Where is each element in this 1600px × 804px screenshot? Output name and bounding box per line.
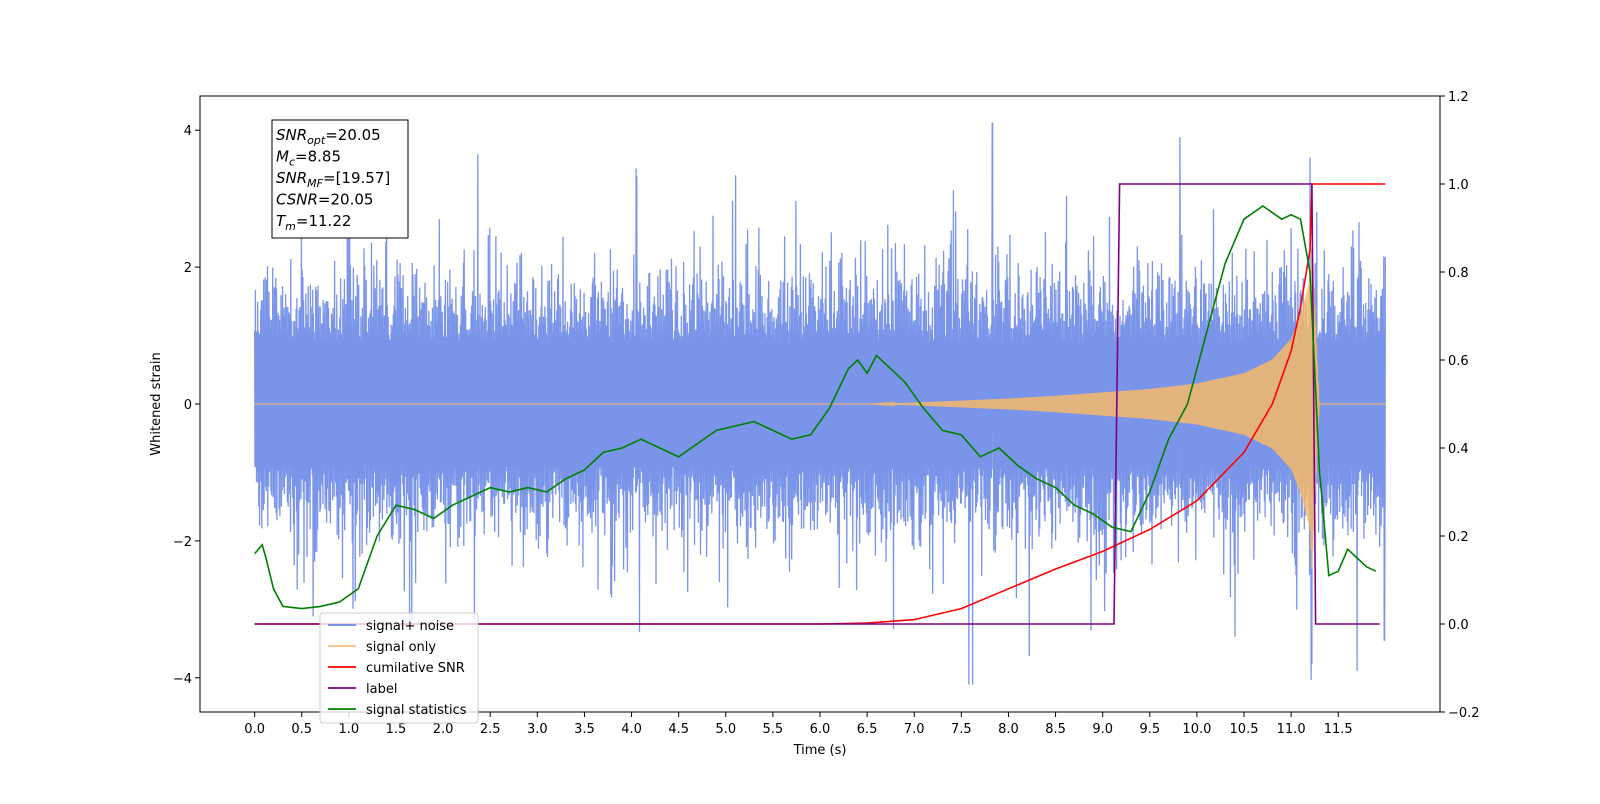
x-tick-label: 5.0 [715, 722, 736, 737]
y-right-tick-label: 0.0 [1448, 618, 1469, 633]
x-axis-label: Time (s) [793, 743, 847, 758]
y-left-tick-label: 2 [184, 261, 192, 276]
series-signal-statistics-line [254, 205, 1377, 610]
x-tick-label: 11.5 [1324, 722, 1353, 737]
x-tick-label: 1.0 [339, 722, 360, 737]
y-left-tick-label: 4 [184, 124, 192, 139]
annotation-value: =20.05 [318, 191, 374, 209]
y-axis-right: −0.2 0.0 0.2 0.4 0.6 0.8 1.0 1.2 [1440, 90, 1480, 721]
annotation-value: =11.22 [296, 212, 352, 230]
plot-area [254, 122, 1386, 685]
annotation-line: Mc=8.85 [276, 148, 341, 169]
y-right-tick-label: 1.2 [1448, 90, 1469, 105]
x-tick-label: 8.5 [1045, 722, 1066, 737]
x-tick-label: 3.0 [527, 722, 548, 737]
y-axis-label-left: Whitened strain [149, 352, 164, 455]
legend-frame [319, 612, 479, 724]
series-signal-noise-line [254, 122, 1386, 685]
y-right-tick-label: 0.6 [1448, 354, 1469, 369]
annotation-box: SNRopt=20.05Mc=8.85SNRMF=[19.57]CSNR=20.… [271, 119, 409, 239]
annotation-symbol: T [276, 212, 287, 230]
x-tick-label: 2.5 [480, 722, 501, 737]
y-left-tick-label: −4 [173, 672, 192, 687]
x-tick-label: 0.5 [291, 722, 312, 737]
annotation-symbol: SNR [276, 169, 307, 187]
annotation-line: SNRMF=[19.57] [276, 169, 390, 190]
series-label-line [254, 183, 1380, 625]
annotation-symbol: M [276, 148, 289, 166]
x-tick-label: 1.5 [386, 722, 407, 737]
x-tick-label: 0.0 [244, 722, 265, 737]
x-tick-label: 10.0 [1182, 722, 1211, 737]
legend-entry-label: signal+ noise [366, 619, 454, 634]
y-right-tick-label: 0.8 [1448, 266, 1469, 281]
annotation-line: Tm=11.22 [276, 212, 351, 233]
x-tick-label: 11.0 [1277, 722, 1306, 737]
x-tick-label: 6.5 [857, 722, 878, 737]
annotation-subscript: MF [307, 177, 323, 190]
series-signal-only-line [254, 249, 1386, 569]
x-tick-label: 9.5 [1139, 722, 1160, 737]
x-tick-label: 3.5 [574, 722, 595, 737]
series-cumilative-snr-line [254, 183, 1386, 625]
annotation-frame [271, 119, 409, 239]
annotation-symbol: SNR [276, 126, 307, 144]
x-tick-label: 2.0 [433, 722, 454, 737]
x-tick-label: 10.5 [1230, 722, 1259, 737]
annotation-subscript: c [289, 156, 295, 169]
annotation-subscript: m [285, 220, 296, 233]
x-tick-label: 8.0 [998, 722, 1019, 737]
x-tick-label: 7.5 [951, 722, 972, 737]
x-tick-label: 6.0 [810, 722, 831, 737]
annotation-line: SNRopt=20.05 [276, 126, 381, 147]
y-left-tick-label: 0 [184, 398, 192, 413]
annotation-value: =20.05 [325, 126, 381, 144]
annotation-value: =8.85 [295, 148, 341, 166]
y-axis-left: −4 −2 0 2 4 [173, 124, 200, 687]
y-left-tick-label: −2 [173, 535, 192, 550]
legend-entry-label: signal statistics [366, 703, 467, 718]
annotation-value: =[19.57] [323, 169, 390, 187]
legend-entry-label: signal only [366, 640, 436, 655]
y-right-tick-label: −0.2 [1448, 706, 1480, 721]
x-tick-label: 4.5 [668, 722, 689, 737]
legend: signal+ noise signal only cumilative SNR la… [319, 612, 479, 724]
legend-entry-label: label [366, 682, 397, 697]
x-tick-label: 9.0 [1092, 722, 1113, 737]
x-tick-label: 4.0 [621, 722, 642, 737]
y-right-tick-label: 0.2 [1448, 530, 1469, 545]
x-tick-label: 7.0 [904, 722, 925, 737]
annotation-line: CSNR=20.05 [276, 191, 373, 209]
annotation-symbol: CSNR [276, 191, 318, 209]
y-right-tick-label: 0.4 [1448, 442, 1469, 457]
x-axis: 0.0 0.5 1.0 1.5 2.0 2.5 3.0 3.5 4.0 4.5 5.0 5.5 6.0 6… [244, 712, 1353, 737]
x-tick-label: 5.5 [763, 722, 784, 737]
legend-entry-label: cumilative SNR [366, 661, 465, 676]
y-right-tick-label: 1.0 [1448, 178, 1469, 193]
annotation-subscript: opt [307, 134, 326, 147]
